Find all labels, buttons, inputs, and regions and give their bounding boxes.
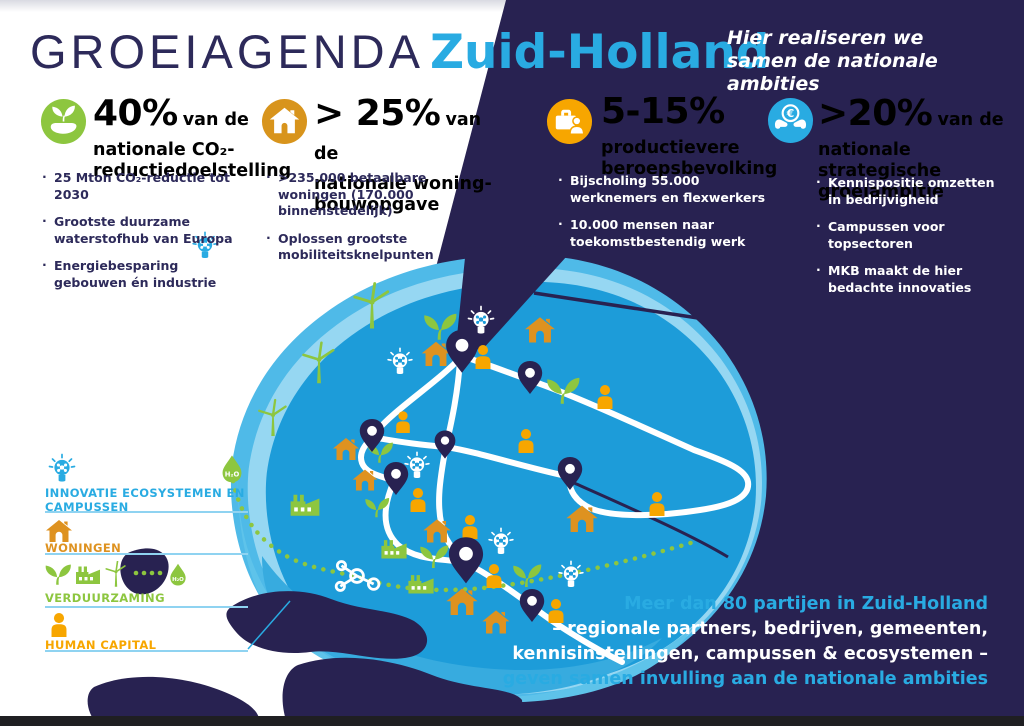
briefcase-person-icon	[546, 98, 593, 145]
title-main: GROEIAGENDA	[30, 25, 424, 78]
lightbulb-icon	[48, 453, 76, 483]
stat-heading-line: nationale CO₂-	[93, 140, 235, 160]
stat-suffix: van de	[182, 110, 249, 130]
h2o-icon	[170, 563, 186, 586]
legend-leader-line	[247, 600, 291, 650]
leaf-icon	[45, 564, 71, 585]
stat-suffix: van de	[937, 110, 1004, 130]
page-title: GROEIAGENDA Zuid-Holland	[30, 24, 769, 80]
dotted-h2o-route	[230, 478, 700, 593]
legend-label-human-capital: HUMAN CAPITAL	[45, 638, 157, 652]
bullet-item: Energiebesparing gebouwen én industrie	[42, 257, 252, 291]
bullet-item: MKB maakt de hier bedachte innovaties	[816, 262, 1008, 296]
stat-suffix: van de	[314, 110, 482, 164]
footer-line: geven samen invulling aan de nationale a…	[502, 669, 988, 689]
legend-label-woningen: WONINGEN	[45, 541, 122, 555]
legend-label-innovation: INNOVATIE ECOSYSTEMEN EN CAMPUSSEN	[45, 486, 245, 515]
legend-label-verduurzaming: VERDUURZAMING	[45, 591, 165, 605]
house-icon	[46, 520, 72, 542]
stat-value: 40%	[93, 93, 178, 134]
hands-euro-icon: €	[767, 97, 814, 144]
house-icon	[261, 98, 308, 145]
person-icon	[51, 613, 67, 637]
legend-rule	[45, 650, 248, 652]
bullet-item: Campussen voor topsectoren	[816, 218, 1008, 252]
hand-plant-icon	[40, 98, 87, 145]
stat-bullets-growth: Kennispositie omzetten in bedrijvigheid C…	[816, 174, 1008, 307]
stat-bullets-co2: 25 Mton CO₂-reductie tot 2030 Grootste du…	[42, 169, 252, 302]
bullet-item: Grootste duurzame waterstofhub van Europ…	[42, 213, 252, 247]
delta-islands	[87, 548, 524, 726]
stat-value: > 25%	[314, 93, 441, 134]
footer-line: Meer dan 80 partijen in Zuid-Holland	[624, 594, 988, 614]
stat-bullets-housing: >235.000 betaalbare woningen (170.000 bi…	[266, 169, 481, 275]
stat-value: 5-15%	[601, 91, 725, 132]
legend-rule	[45, 606, 248, 608]
footer-line: kennisinstellingen, campussen & ecosyste…	[512, 644, 988, 664]
legend-rule	[45, 511, 248, 513]
region-border-lines	[533, 291, 729, 559]
dots-icon	[133, 570, 163, 576]
factory-icon	[76, 566, 100, 584]
stat-heading-workforce: 5-15% productievere beroepsbevolking	[601, 94, 781, 180]
bullet-item: Kennispositie omzetten in bedrijvigheid	[816, 174, 1008, 208]
stat-bullets-workforce: Bijscholing 55.000 werknemers en flexwer…	[558, 172, 771, 261]
bullet-item: 25 Mton CO₂-reductie tot 2030	[42, 169, 252, 203]
svg-text:€: €	[786, 107, 795, 120]
tagline: Hier realiseren we samen de nationale am…	[727, 27, 938, 95]
footer-line: – regionale partners, bedrijven, gemeent…	[552, 619, 988, 639]
footer-statement: Meer dan 80 partijen in Zuid-Holland – r…	[503, 592, 988, 692]
legend-rule	[45, 553, 248, 555]
title-accent: Zuid-Holland	[429, 25, 770, 80]
bullet-item: Bijscholing 55.000 werknemers en flexwer…	[558, 172, 771, 206]
bullet-item: 10.000 mensen naar toekomstbestendig wer…	[558, 216, 771, 250]
verduurzaming-icons	[45, 561, 186, 588]
stat-value: >20%	[818, 93, 933, 134]
turbine-icon	[105, 561, 126, 588]
bottom-bar	[0, 716, 1024, 726]
bullet-item: Oplossen grootste mobiliteitsknelpunten	[266, 230, 481, 264]
stat-heading-line: productievere	[601, 138, 740, 158]
bullet-item: >235.000 betaalbare woningen (170.000 bi…	[266, 169, 481, 220]
